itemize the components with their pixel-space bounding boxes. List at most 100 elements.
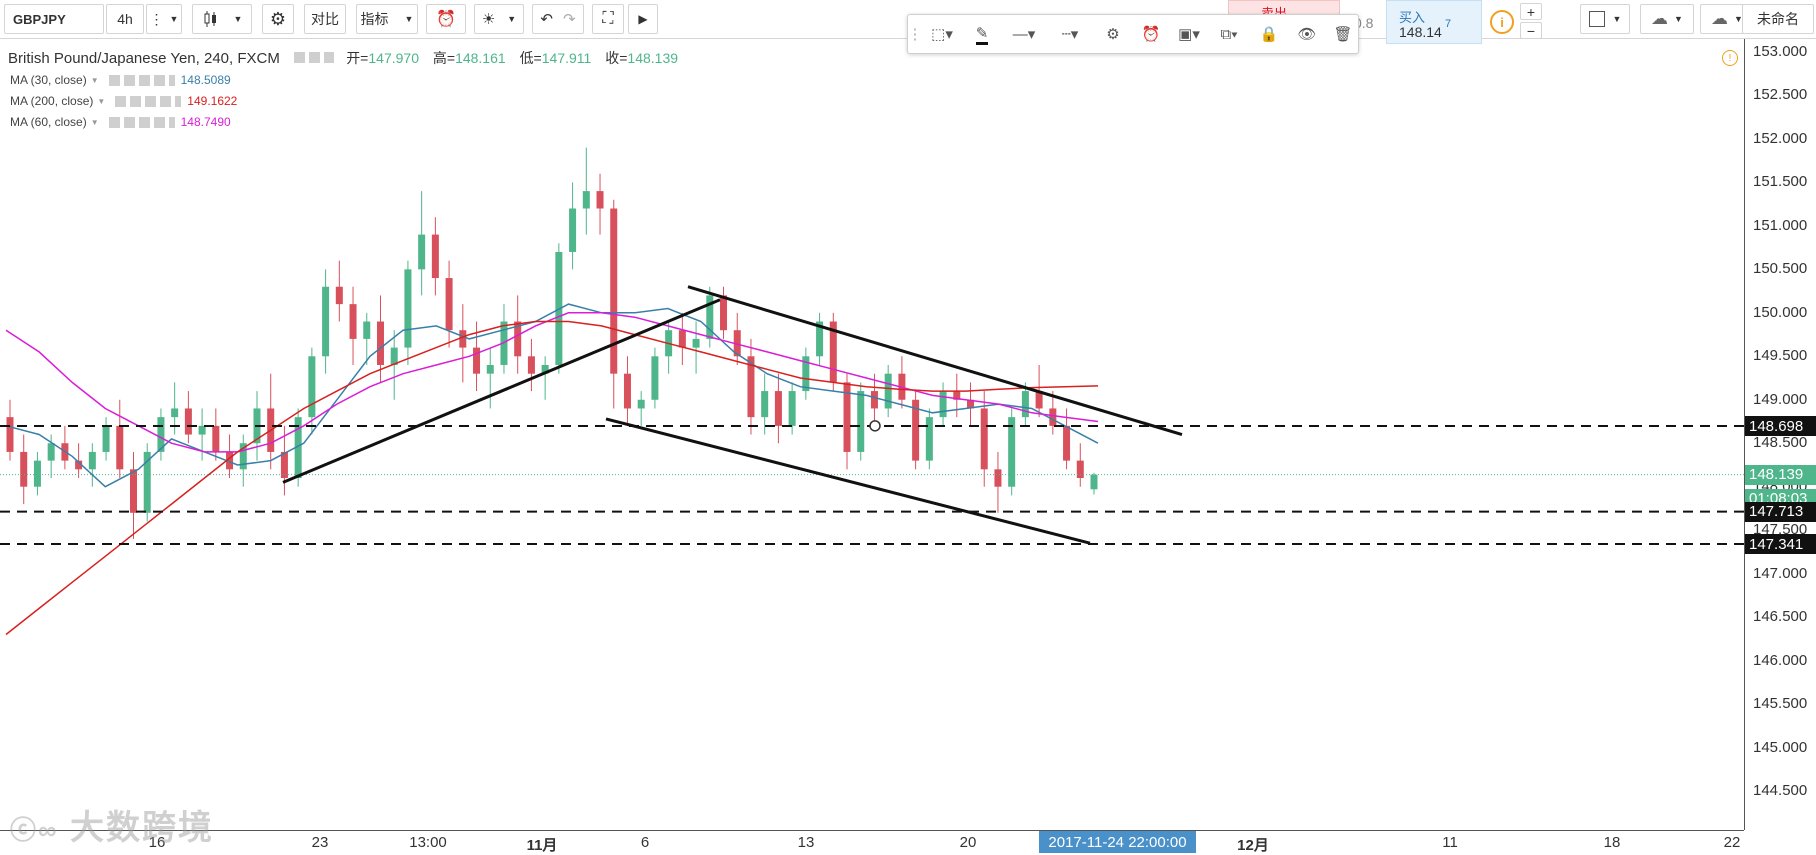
chevron-down-icon: ▼ — [404, 14, 414, 24]
fullscreen-button[interactable]: ⛶ — [592, 4, 624, 34]
candle-body — [473, 347, 481, 374]
candle-body — [1063, 425, 1071, 461]
layout-select-button[interactable]: ▼ — [1580, 4, 1630, 34]
time-tick-label: 11 — [1442, 834, 1458, 851]
buy-button[interactable]: 买入 148.14 7 — [1386, 0, 1482, 44]
chart-legend: British Pound/Japanese Yen, 240, FXCM 开=… — [8, 48, 678, 68]
candle-body — [431, 234, 439, 279]
candle-body — [363, 321, 371, 339]
delete-button[interactable]: 🗑 — [1326, 19, 1360, 49]
template-button[interactable]: ⬚▾ — [922, 19, 962, 49]
ma-30-legend[interactable]: MA (30, close) ▼ 148.5089 — [10, 73, 231, 87]
candle-body — [802, 356, 810, 392]
template-icon: ⬚▾ — [931, 26, 953, 43]
drawing-alert-button[interactable]: ⏰ — [1134, 19, 1168, 49]
compare-button[interactable]: 对比 — [304, 4, 346, 34]
redo-icon[interactable]: ↷ — [563, 11, 576, 28]
chevron-down-icon: ▼ — [1734, 14, 1743, 24]
candle-body — [445, 278, 453, 331]
time-tick-label: 11月 — [526, 837, 558, 854]
zoom-out-button[interactable]: − — [1520, 22, 1542, 39]
hide-button[interactable]: 👁 — [1290, 19, 1324, 49]
candle-body — [1076, 460, 1084, 479]
legend-settings-icons[interactable] — [294, 52, 335, 63]
candle-body — [610, 208, 618, 374]
drag-handle[interactable]: ⋮ — [907, 26, 923, 43]
price-tick-label: 148.500 — [1753, 434, 1808, 452]
price-tick-label: 146.000 — [1753, 651, 1808, 669]
logo-icon: ⓒ∞ — [10, 815, 59, 845]
pencil-icon: ✎ — [975, 24, 989, 45]
chevron-down-icon: ▼ — [1612, 14, 1622, 24]
visual-order-button[interactable]: ▣▾ — [1170, 19, 1208, 49]
candle-body — [692, 338, 700, 348]
indicators-button[interactable]: 指标 ▼ — [356, 4, 418, 34]
candle-body — [1008, 417, 1016, 487]
layout-name-button[interactable]: 未命名 — [1742, 4, 1814, 34]
price-tick-label: 147.500 — [1753, 521, 1808, 539]
candle-body — [706, 295, 714, 339]
ma-value: 148.5089 — [180, 73, 231, 87]
zoom-in-button[interactable]: + — [1520, 3, 1542, 20]
time-axis[interactable]: 16 23 13:00 11月 6 13 20 12月 11 18 22 — [0, 830, 1744, 854]
lightbulb-icon: ☀ — [481, 11, 496, 28]
crosshair-time-label: 2017-11-24 22:00:00 — [1039, 831, 1196, 853]
low-label: 低= — [519, 50, 542, 66]
ideas-button[interactable]: ☀ ▼ — [474, 4, 524, 34]
ma-60-legend[interactable]: MA (60, close) ▼ 148.7490 — [10, 115, 231, 129]
chevron-down-icon: ▼ — [169, 14, 179, 24]
buy-price-pipette: 7 — [1445, 18, 1452, 30]
ma-value: 149.1622 — [187, 94, 238, 108]
more-vertical-icon: ⋮ — [149, 10, 164, 27]
replay-button[interactable]: ▶ — [628, 4, 658, 34]
line-style-button[interactable]: ┄▾ — [1048, 19, 1092, 49]
compare-label: 对比 — [311, 11, 339, 27]
candle-body — [582, 191, 590, 209]
drawing-settings-button[interactable]: ⚙ — [1096, 19, 1130, 49]
ma-settings-icons[interactable] — [108, 116, 175, 128]
interval-dropdown-button[interactable]: ⋮ ▼ — [146, 4, 182, 34]
minus-icon: − — [1526, 22, 1536, 39]
candle-body — [239, 443, 247, 470]
clone-button[interactable]: ⧉▾ — [1210, 19, 1248, 49]
chevron-down-icon: ▼ — [97, 96, 106, 106]
undo-icon[interactable]: ↶ — [540, 11, 553, 28]
chevron-down-icon: ▼ — [1674, 14, 1683, 24]
candle-body — [514, 321, 522, 357]
time-tick-label: 13:00 — [409, 834, 447, 851]
chevron-down-icon: ▼ — [90, 75, 99, 85]
ma-200-legend[interactable]: MA (200, close) ▼ 149.1622 — [10, 94, 237, 108]
candle-body — [47, 443, 55, 461]
price-tick-label: 149.000 — [1753, 390, 1808, 408]
info-button[interactable]: i — [1490, 10, 1514, 34]
gear-icon: ⚙ — [1106, 26, 1120, 43]
open-label: 开= — [346, 50, 369, 66]
candle-body — [774, 391, 782, 426]
lock-button[interactable]: 🔒 — [1252, 19, 1286, 49]
warning-icon[interactable]: ! — [1722, 50, 1738, 66]
candle-body — [212, 425, 220, 452]
line-width-icon: ―▾ — [1012, 26, 1036, 43]
buy-label: 买入 — [1399, 10, 1426, 25]
load-cloud-button[interactable]: ☁ ▼ — [1640, 4, 1694, 34]
time-tick-label: 16 — [148, 834, 166, 851]
line-width-button[interactable]: ―▾ — [1002, 19, 1046, 49]
alert-button[interactable]: ⏰ — [426, 4, 466, 34]
candle-body — [184, 408, 192, 435]
top-toolbar: GBPJPY 4h ⋮▼ ▼ ⚙ 对比 指标▼ ⏰ ☀▼ ↶↷ ⛶ ▶ 卖出 0… — [0, 0, 1816, 44]
candle-body — [816, 321, 824, 357]
line-color-button[interactable]: ✎ — [964, 19, 1000, 49]
chart-type-button[interactable]: ▼ — [192, 4, 252, 34]
ma-settings-icons[interactable] — [115, 95, 182, 107]
time-tick-label: 12月 — [1237, 837, 1269, 854]
price-chart[interactable] — [0, 39, 1744, 830]
symbol-search-input[interactable]: GBPJPY — [4, 4, 104, 34]
price-tick-label: 149.500 — [1753, 347, 1808, 365]
interval-selector[interactable]: 4h — [106, 4, 144, 34]
ma-settings-icons[interactable] — [108, 74, 175, 86]
settings-button[interactable]: ⚙ — [262, 4, 294, 34]
candle-body — [761, 391, 769, 418]
cloud-download-icon: ☁ — [1651, 9, 1669, 28]
drawings-layer — [0, 285, 1744, 546]
candle-body — [322, 286, 330, 357]
